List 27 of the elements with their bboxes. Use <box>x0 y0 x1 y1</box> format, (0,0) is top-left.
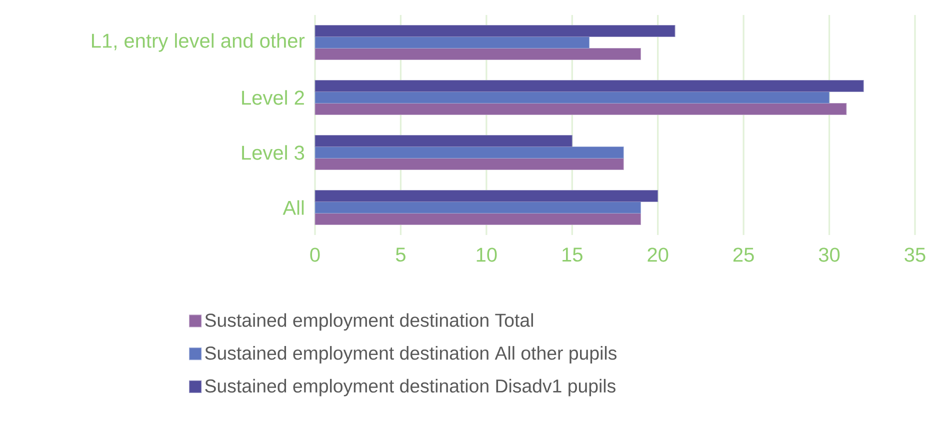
bar <box>314 91 830 104</box>
legend-label: Sustained employment destination Disadv1 pupils <box>205 378 616 396</box>
bar <box>314 48 641 60</box>
bar <box>314 80 864 92</box>
bar <box>314 36 590 49</box>
bar <box>314 190 658 202</box>
y-tick-label: Level 2 <box>242 90 304 105</box>
x-tick-label: 10 <box>476 248 497 262</box>
y-tick-label: All <box>282 200 304 215</box>
bar <box>314 146 624 159</box>
bar <box>314 134 572 148</box>
y-tick-label: L1, entry level and other <box>92 33 305 52</box>
x-tick-label: 30 <box>818 248 840 262</box>
x-tick-label: 5 <box>396 248 406 262</box>
x-tick-label: 0 <box>310 248 320 262</box>
bar <box>314 158 624 170</box>
bar <box>314 24 676 38</box>
y-tick-label: Level 3 <box>242 145 304 160</box>
x-tick-label: 20 <box>648 248 668 262</box>
bar <box>314 201 641 214</box>
bar <box>314 102 847 116</box>
legend-label: Sustained employment destination All other pupils <box>205 346 616 364</box>
legend-label: Sustained employment destination Total <box>205 313 533 331</box>
x-tick-label: 15 <box>562 248 582 262</box>
x-tick-label: 35 <box>904 248 926 262</box>
bar <box>314 212 641 226</box>
x-tick-label: 25 <box>733 248 754 262</box>
